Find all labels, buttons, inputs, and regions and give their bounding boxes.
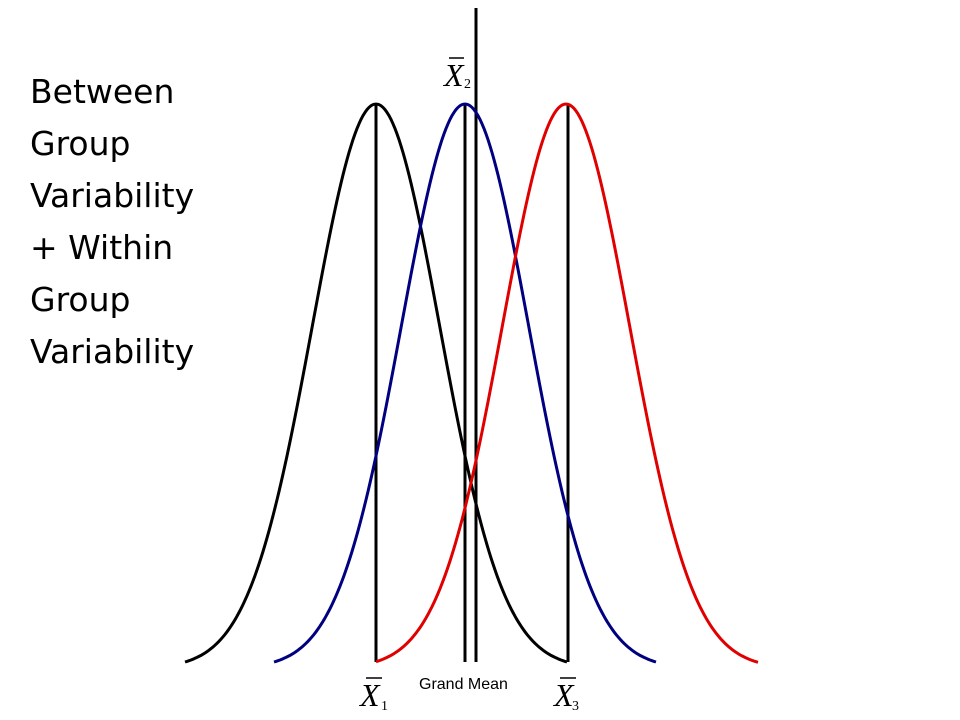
title-line: Variability <box>30 176 195 215</box>
xbar2-letter: X <box>442 57 465 93</box>
group1-curve <box>184 102 568 664</box>
xbar3-letter: X <box>552 677 575 713</box>
group2-curve <box>273 102 657 664</box>
title-line: Between <box>30 72 175 111</box>
xbar1-letter: X <box>358 677 381 713</box>
title-line: Variability <box>30 332 195 371</box>
title-line: Group <box>30 280 131 319</box>
title-line: Group <box>30 124 131 163</box>
group3-curve <box>375 102 759 664</box>
xbar3-subscript: 3 <box>572 699 579 714</box>
title-line: + Within <box>30 228 174 267</box>
grand-mean-label: Grand Mean <box>419 676 508 693</box>
xbar2-label: X 2 <box>442 57 471 93</box>
xbar3-label: X 3 <box>552 677 579 714</box>
xbar1-label: X 1 <box>358 677 388 714</box>
xbar1-subscript: 1 <box>381 699 388 714</box>
slide-title: Between Group Variability + Within Group… <box>30 66 230 378</box>
xbar2-subscript: 2 <box>464 77 471 92</box>
